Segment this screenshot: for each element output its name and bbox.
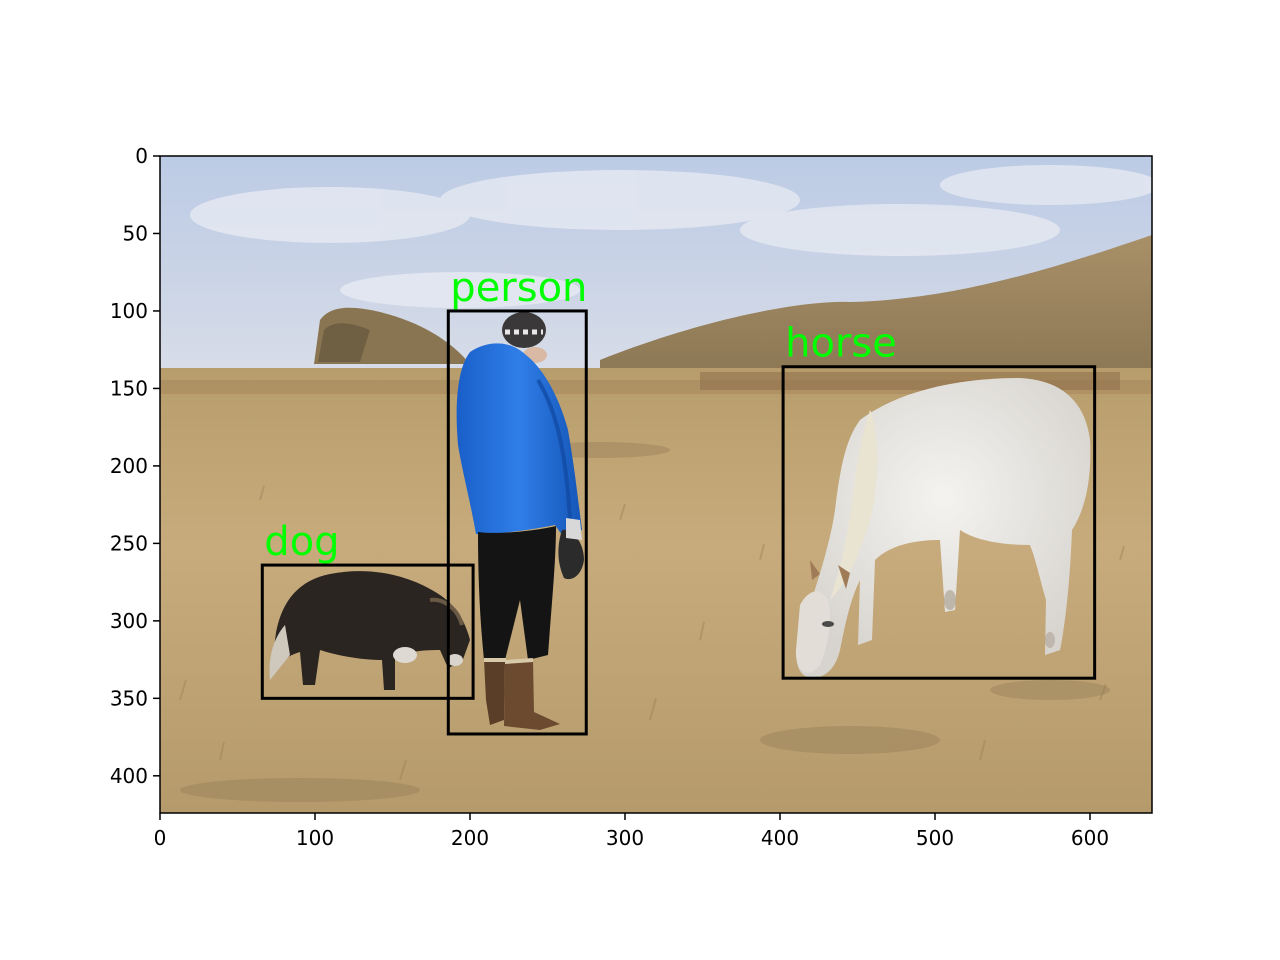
- bbox-label-horse: horse: [785, 321, 897, 367]
- y-tick-label: 0: [135, 144, 148, 168]
- x-axis: 0 100 200 300 400 500 600: [154, 813, 1109, 850]
- y-tick-label: 150: [110, 376, 148, 400]
- bbox-person: [446, 309, 588, 736]
- y-tick-label: 100: [110, 299, 148, 323]
- y-tick-label: 350: [110, 686, 148, 710]
- x-tick-label: 100: [296, 826, 334, 850]
- x-tick-label: 600: [1071, 826, 1109, 850]
- y-axis: 0 50 100 150 200 250 300 350 400: [110, 144, 160, 788]
- x-tick-label: 0: [154, 826, 167, 850]
- x-tick-label: 200: [451, 826, 489, 850]
- axes-frame: [159, 155, 1153, 814]
- horse: [795, 378, 1091, 678]
- bbox-label-dog: dog: [264, 519, 339, 565]
- detections-layer: dog person horse: [260, 265, 1097, 736]
- y-tick-label: 300: [110, 609, 148, 633]
- headland-shadow: [318, 323, 370, 362]
- y-tick-label: 250: [110, 531, 148, 555]
- clouds: [190, 165, 1152, 308]
- bbox-dog: [260, 563, 475, 700]
- x-tick-label: 500: [916, 826, 954, 850]
- person: [456, 312, 584, 730]
- y-tick-label: 50: [123, 221, 148, 245]
- bbox-label-person: person: [450, 265, 587, 311]
- photo: [160, 156, 1152, 813]
- dog: [269, 571, 470, 690]
- x-tick-label: 300: [606, 826, 644, 850]
- bbox-horse: [781, 365, 1097, 680]
- x-tick-label: 400: [761, 826, 799, 850]
- right-hill: [600, 235, 1152, 380]
- y-tick-label: 400: [110, 764, 148, 788]
- y-tick-label: 200: [110, 454, 148, 478]
